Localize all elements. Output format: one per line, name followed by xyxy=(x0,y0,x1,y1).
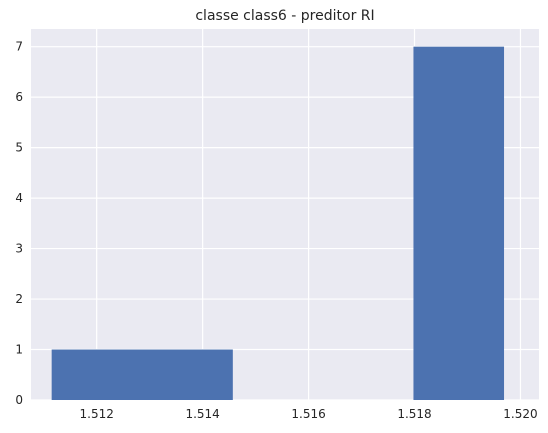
x-tick-label: 1.512 xyxy=(80,407,114,421)
x-tick-label: 1.514 xyxy=(185,407,219,421)
bar-1 xyxy=(413,46,505,401)
bar-0 xyxy=(51,349,233,400)
x-tick-label: 1.520 xyxy=(503,407,537,421)
y-tick-label: 0 xyxy=(15,393,23,407)
y-tick-label: 2 xyxy=(15,292,23,306)
y-axis-ticks: 0 1 2 3 4 5 6 7 xyxy=(15,40,23,407)
y-tick-label: 7 xyxy=(15,40,23,54)
x-tick-label: 1.518 xyxy=(397,407,431,421)
x-tick-label: 1.516 xyxy=(291,407,325,421)
chart-title: classe class6 - preditor RI xyxy=(195,8,374,24)
y-tick-label: 3 xyxy=(15,242,23,256)
y-tick-label: 1 xyxy=(15,343,23,357)
y-tick-label: 4 xyxy=(15,191,23,205)
x-axis-ticks: 1.512 1.514 1.516 1.518 1.520 xyxy=(80,407,538,421)
y-tick-label: 6 xyxy=(15,90,23,104)
y-tick-label: 5 xyxy=(15,141,23,155)
bars xyxy=(51,46,505,401)
